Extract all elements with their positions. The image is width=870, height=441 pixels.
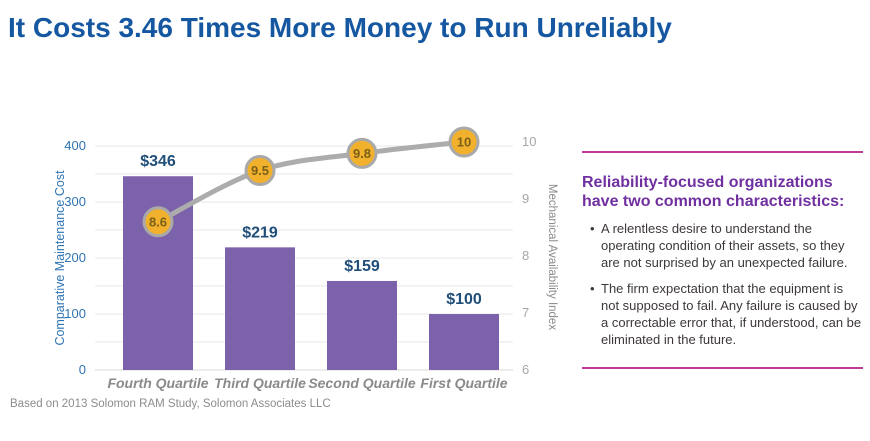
availability-line — [155, 139, 467, 225]
panel-heading: Reliability-focused organizations have t… — [582, 174, 845, 211]
bar-value-label: $100 — [446, 291, 482, 308]
line-marker-label: 10 — [457, 135, 471, 150]
left-axis-tick-label: 100 — [64, 306, 86, 321]
bullet-item: A relentless desire to understand the op… — [590, 221, 863, 272]
bar-value-label: $159 — [344, 258, 380, 275]
bar — [327, 280, 397, 370]
category-label: Second Quartile — [308, 375, 416, 391]
category-label: Third Quartile — [214, 375, 306, 391]
line-marker-label: 8.6 — [149, 214, 167, 229]
category-label: First Quartile — [420, 375, 507, 391]
bar-value-label: $346 — [140, 153, 176, 170]
line-marker-label: 9.5 — [251, 163, 269, 178]
sidebar-text-panel: Reliability-focused organizations have t… — [582, 151, 863, 358]
left-axis-tick-label: 400 — [64, 138, 86, 153]
page-title: It Costs 3.46 Times More Money to Run Un… — [8, 12, 672, 43]
right-axis-tick-label: 8 — [522, 248, 529, 263]
panel-bottom-rule — [582, 367, 863, 369]
chart-canvas: 0 100 200 300 400 Comparative Maintenance Cos… — [53, 126, 558, 391]
panel-top-rule — [582, 151, 863, 153]
bar — [225, 247, 295, 370]
left-axis-tick-label: 300 — [64, 194, 86, 209]
left-axis-tick-label: 200 — [64, 250, 86, 265]
right-axis-title: Mechanical Availability Index — [546, 184, 558, 330]
left-axis-tick-label: 0 — [79, 362, 86, 377]
bar — [429, 314, 499, 370]
line-marker — [142, 206, 174, 238]
source-footnote: Based on 2013 Solomon RAM Study, Solomon… — [10, 398, 331, 410]
combo-chart: 0 100 200 300 400 Comparative Maintenance Cos… — [0, 100, 565, 430]
left-axis-title: Comparative Maintenance Cost — [53, 170, 67, 346]
line-marker — [244, 155, 276, 186]
category-label: Fourth Quartile — [107, 375, 208, 391]
line-marker — [448, 126, 480, 158]
line-marker — [346, 137, 378, 169]
line-marker-label: 9.8 — [353, 146, 371, 161]
bar — [123, 176, 193, 370]
right-axis-tick-label: 9 — [522, 191, 529, 206]
right-axis-tick-label: 7 — [522, 305, 529, 320]
bar-value-label: $219 — [242, 224, 278, 241]
right-axis-tick-label: 6 — [522, 362, 529, 377]
panel-bullet-list: A relentless desire to understand the op… — [582, 221, 863, 348]
right-axis-tick-label: 10 — [522, 134, 536, 149]
bullet-item: The firm expectation that the equipment … — [590, 281, 863, 349]
